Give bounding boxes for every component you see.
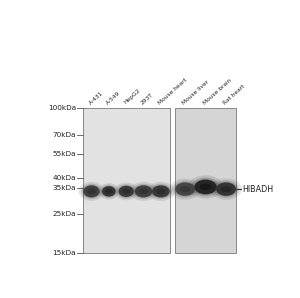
Bar xyxy=(175,108,236,253)
Ellipse shape xyxy=(147,182,175,201)
Ellipse shape xyxy=(169,179,201,200)
Ellipse shape xyxy=(114,182,138,200)
Ellipse shape xyxy=(139,189,148,194)
Ellipse shape xyxy=(215,182,237,196)
Text: 293T: 293T xyxy=(140,92,154,105)
Ellipse shape xyxy=(135,185,152,197)
Text: 15kDa: 15kDa xyxy=(52,250,76,256)
Text: Mouse heart: Mouse heart xyxy=(158,77,188,105)
Ellipse shape xyxy=(122,189,130,194)
Ellipse shape xyxy=(87,189,96,194)
Text: Mouse brain: Mouse brain xyxy=(202,77,232,105)
Text: Rat heart: Rat heart xyxy=(223,83,246,105)
Ellipse shape xyxy=(156,189,166,194)
Ellipse shape xyxy=(180,186,190,192)
Ellipse shape xyxy=(81,184,102,199)
Ellipse shape xyxy=(172,181,198,198)
Ellipse shape xyxy=(175,182,195,196)
Text: 70kDa: 70kDa xyxy=(52,132,76,138)
Ellipse shape xyxy=(118,185,134,198)
Ellipse shape xyxy=(83,185,100,197)
Ellipse shape xyxy=(118,186,134,197)
Text: HIBADH: HIBADH xyxy=(242,185,273,194)
Ellipse shape xyxy=(105,189,112,194)
Ellipse shape xyxy=(149,184,172,199)
Ellipse shape xyxy=(102,186,116,196)
Text: 100kDa: 100kDa xyxy=(48,105,76,111)
Ellipse shape xyxy=(188,175,223,198)
Ellipse shape xyxy=(195,180,217,194)
Ellipse shape xyxy=(194,179,218,195)
Text: 25kDa: 25kDa xyxy=(52,211,76,217)
Text: A-431: A-431 xyxy=(88,90,104,105)
Ellipse shape xyxy=(101,186,116,197)
Ellipse shape xyxy=(174,182,196,196)
Ellipse shape xyxy=(98,183,120,200)
Ellipse shape xyxy=(213,181,239,198)
Ellipse shape xyxy=(216,182,236,196)
Ellipse shape xyxy=(82,185,100,198)
Ellipse shape xyxy=(100,185,118,198)
Text: A-549: A-549 xyxy=(106,90,122,105)
Ellipse shape xyxy=(220,186,232,192)
Ellipse shape xyxy=(191,178,220,196)
Bar xyxy=(83,108,170,253)
Ellipse shape xyxy=(152,185,169,197)
Text: 40kDa: 40kDa xyxy=(52,175,76,181)
Ellipse shape xyxy=(79,182,104,201)
Ellipse shape xyxy=(134,185,153,198)
Ellipse shape xyxy=(200,184,212,190)
Text: HepG2: HepG2 xyxy=(123,88,141,105)
Text: 55kDa: 55kDa xyxy=(52,150,76,156)
Ellipse shape xyxy=(210,179,242,200)
Ellipse shape xyxy=(151,185,170,198)
Ellipse shape xyxy=(130,182,158,201)
Text: Mouse liver: Mouse liver xyxy=(182,79,211,105)
Text: 35kDa: 35kDa xyxy=(52,185,76,191)
Ellipse shape xyxy=(132,184,155,199)
Ellipse shape xyxy=(116,184,136,198)
